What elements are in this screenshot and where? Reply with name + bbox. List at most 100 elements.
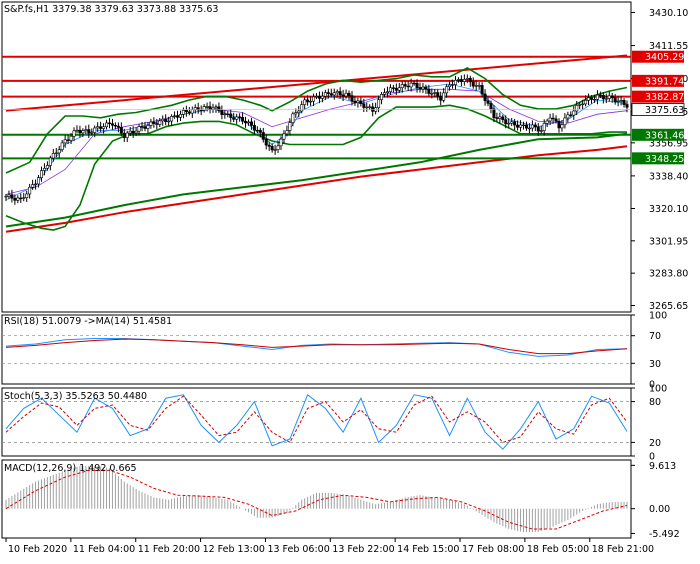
candle-body — [584, 99, 588, 105]
candle-body — [380, 94, 384, 101]
time-tick-label: 14 Feb 15:00 — [397, 544, 459, 555]
candle-body — [557, 120, 561, 129]
candle-body — [607, 95, 611, 99]
candle-body — [81, 130, 85, 134]
candle-body — [317, 96, 321, 99]
candle-body — [507, 122, 511, 125]
candle-body — [474, 85, 478, 87]
candle-body — [199, 109, 203, 112]
candle-body — [37, 177, 41, 185]
resistance-trend-line — [5, 54, 628, 112]
rsi-panel[interactable]: 100 70 30 0 — [2, 311, 667, 391]
candle-body — [4, 195, 8, 198]
macd-tick-label: -5.492 — [649, 529, 680, 540]
candle-body — [255, 129, 259, 132]
macd-tick-label: 0.00 — [649, 504, 670, 515]
candle-body — [436, 92, 440, 97]
candle-body — [249, 121, 253, 126]
candle-body — [149, 121, 153, 126]
candle-body — [31, 184, 35, 188]
time-tick-label: 11 Feb 20:00 — [138, 544, 200, 555]
candle-body — [294, 112, 298, 115]
stoch-tick-label: 80 — [649, 397, 661, 408]
candle-body — [329, 93, 333, 96]
candle-body — [365, 106, 369, 109]
candle-body — [152, 121, 156, 124]
candle-body — [48, 157, 52, 166]
candle-body — [273, 149, 277, 151]
candle-body — [418, 87, 422, 90]
price-frame — [1, 1, 632, 313]
candle-body — [524, 124, 528, 129]
time-axis: 10 Feb 2020 11 Feb 04:00 11 Feb 20:00 12 Fe… — [5, 538, 654, 555]
candle-body — [187, 111, 191, 114]
candle-body — [521, 124, 525, 127]
level-price-label: 3382.87 — [645, 92, 684, 103]
candle-body — [223, 113, 227, 116]
candle-body — [63, 139, 67, 144]
candle-body — [560, 124, 564, 129]
candle-body — [622, 100, 626, 105]
candle-body — [554, 118, 558, 122]
candle-body — [16, 197, 20, 201]
candle-body — [102, 126, 106, 129]
candle-body — [285, 130, 289, 135]
macd-signal-line — [5, 469, 628, 530]
candle-body — [510, 121, 514, 124]
candle-body — [57, 149, 61, 154]
price-tick-label: 3265.65 — [649, 301, 688, 312]
candle-body — [51, 153, 55, 159]
candle-body — [604, 98, 608, 100]
candle-body — [548, 117, 552, 122]
candle-body — [575, 105, 579, 112]
price-panel[interactable]: 3430.103411.553393.003374.453356.953338.… — [2, 8, 688, 312]
candle-body — [412, 82, 416, 85]
stochastic-panel[interactable]: 100 80 20 0 — [2, 384, 667, 463]
candle-body — [39, 170, 43, 178]
level-price-label: 3405.29 — [645, 52, 684, 63]
candle-body — [533, 124, 537, 128]
candle-body — [164, 118, 168, 122]
time-tick-label: 11 Feb 04:00 — [73, 544, 135, 555]
candle-body — [45, 165, 49, 169]
macd-panel[interactable]: 9.613 0.00 -5.492 — [5, 461, 680, 540]
candle-body — [448, 84, 452, 88]
candle-body — [320, 95, 324, 99]
candle-body — [143, 126, 147, 129]
candle-body — [220, 110, 224, 115]
rsi-series-0-line — [5, 338, 628, 357]
stoch-series-0-line — [5, 394, 628, 450]
macd-header: MACD(12,26,9) 1.492 0.665 — [4, 463, 137, 474]
candle-body — [397, 87, 401, 91]
candle-body — [353, 100, 357, 104]
level-price-label: 3348.25 — [645, 154, 684, 165]
candle-body — [471, 81, 475, 87]
candle-body — [99, 126, 103, 129]
candle-body — [196, 107, 200, 111]
candle-body — [415, 83, 419, 88]
candle-body — [335, 91, 339, 94]
candle-body — [105, 122, 109, 128]
candle-body — [610, 95, 614, 99]
candle-body — [590, 97, 594, 100]
candle-body — [34, 183, 38, 186]
candle-body — [10, 194, 14, 199]
candle-body — [344, 92, 348, 97]
candle-body — [451, 84, 455, 86]
price-tick-label: 3301.95 — [649, 236, 688, 247]
candle-body — [542, 123, 546, 131]
candle-body — [75, 129, 79, 132]
candle-body — [406, 85, 410, 88]
candle-body — [341, 94, 345, 97]
candle-body — [235, 116, 239, 120]
candle-body — [176, 115, 180, 118]
candle-body — [332, 92, 336, 96]
candle-body — [338, 91, 342, 96]
candle-body — [314, 96, 318, 98]
price-tick-label: 3356.95 — [649, 138, 688, 149]
candle-body — [178, 114, 182, 118]
candle-body — [312, 96, 316, 102]
red-ma-line — [5, 145, 628, 233]
